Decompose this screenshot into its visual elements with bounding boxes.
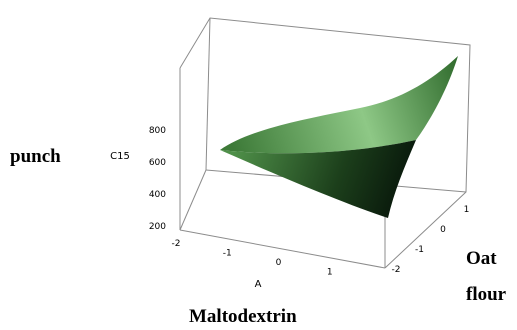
x-tick-label: -1	[223, 249, 232, 259]
surface-upper	[220, 56, 458, 154]
back-wall	[179, 17, 471, 269]
z-tick-label: 400	[149, 190, 166, 200]
y-tick-label: -1	[415, 245, 424, 255]
x-axis-line	[179, 229, 386, 269]
z-tick-label: 200	[149, 222, 166, 232]
y-axis-label-line2: flour	[466, 284, 507, 305]
x-tick-label: 0	[276, 258, 282, 268]
x-tick-label: 1	[327, 268, 333, 278]
y-tick-label: -2	[392, 265, 401, 275]
box-edge	[205, 17, 211, 171]
z-tick-label: 800	[149, 126, 166, 136]
side-label: punch	[10, 146, 61, 167]
x-axis-label: Maltodextrin	[189, 306, 297, 327]
y-tick-label: 0	[440, 225, 446, 235]
surface-lower	[220, 140, 416, 218]
z-tick-label: 600	[149, 158, 166, 168]
z-axis-label: C15	[110, 151, 130, 162]
x-tick-label: -2	[172, 239, 181, 249]
box-edge	[179, 169, 207, 231]
x-axis-letter: A	[255, 279, 262, 290]
y-tick-label: 1	[464, 205, 470, 215]
response-surface	[220, 56, 458, 218]
y-axis-label-line1: Oat	[466, 248, 497, 269]
